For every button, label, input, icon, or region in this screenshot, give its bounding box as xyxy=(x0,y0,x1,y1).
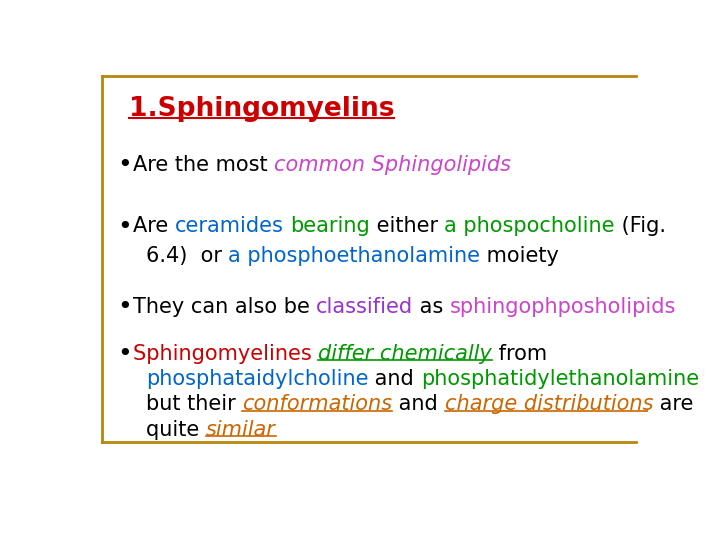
Text: phosphatidylethanolamine: phosphatidylethanolamine xyxy=(420,369,699,389)
Text: •: • xyxy=(117,153,132,177)
Text: and: and xyxy=(369,369,420,389)
Text: Are: Are xyxy=(132,217,174,237)
Text: charge distributions: charge distributions xyxy=(445,394,653,414)
Text: phosphataidylcholine: phosphataidylcholine xyxy=(145,369,369,389)
Text: •: • xyxy=(117,214,132,239)
Text: •: • xyxy=(117,295,132,319)
Text: differ chemically: differ chemically xyxy=(318,343,492,363)
Text: as: as xyxy=(413,298,450,318)
Text: a phosphoethanolamine: a phosphoethanolamine xyxy=(228,246,480,266)
Text: classified: classified xyxy=(316,298,413,318)
Text: but their: but their xyxy=(145,394,242,414)
Text: They can also be: They can also be xyxy=(132,298,316,318)
Text: are: are xyxy=(653,394,693,414)
Text: bearing: bearing xyxy=(290,217,370,237)
Text: 1.Sphingomyelins: 1.Sphingomyelins xyxy=(129,97,395,123)
Text: common Sphingolipids: common Sphingolipids xyxy=(274,155,511,175)
Text: and: and xyxy=(392,394,445,414)
Text: (Fig.: (Fig. xyxy=(615,217,666,237)
Text: Sphingomyelines: Sphingomyelines xyxy=(132,343,318,363)
Text: Are the most: Are the most xyxy=(132,155,274,175)
Text: similar: similar xyxy=(206,420,276,440)
Text: a phospocholine: a phospocholine xyxy=(444,217,615,237)
Text: 6.4)  or: 6.4) or xyxy=(145,246,228,266)
Text: either: either xyxy=(370,217,444,237)
Text: conformations: conformations xyxy=(242,394,392,414)
Text: sphingophposholipids: sphingophposholipids xyxy=(450,298,677,318)
Text: moiety: moiety xyxy=(480,246,559,266)
Text: from: from xyxy=(492,343,547,363)
Text: ceramides: ceramides xyxy=(174,217,284,237)
Text: •: • xyxy=(117,342,132,366)
Text: quite: quite xyxy=(145,420,206,440)
